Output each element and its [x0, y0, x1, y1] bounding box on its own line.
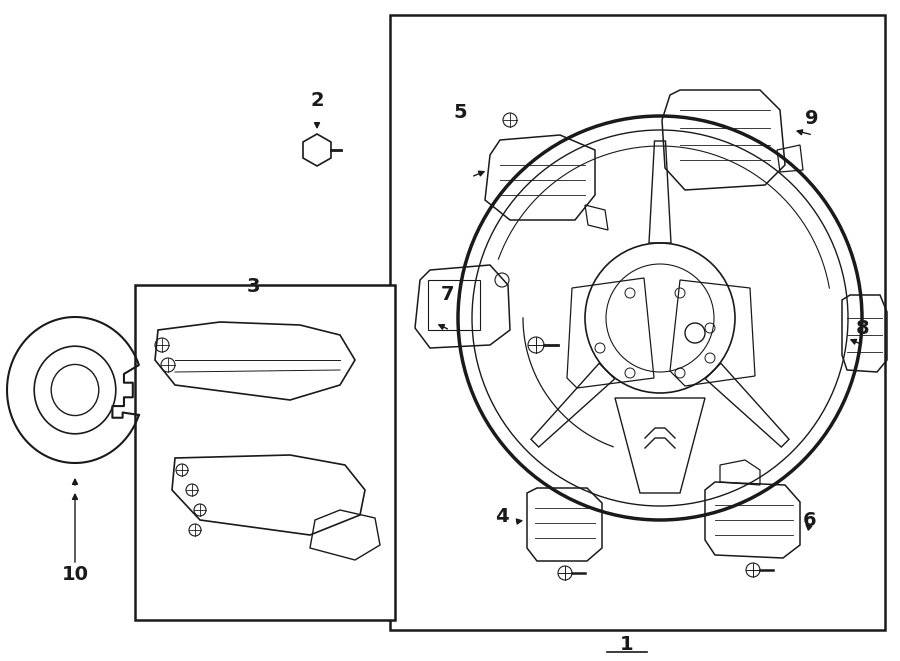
Text: 7: 7 [440, 286, 454, 305]
Text: 2: 2 [310, 91, 324, 110]
Text: 3: 3 [247, 278, 260, 297]
Bar [390, 15, 885, 630]
Text: 9: 9 [806, 108, 819, 128]
Bar [428, 280, 480, 330]
Text: 10: 10 [61, 566, 88, 584]
Text: 6: 6 [803, 510, 817, 529]
Text: 4: 4 [495, 508, 508, 527]
Text: 1: 1 [620, 635, 634, 654]
Text: 8: 8 [856, 319, 869, 338]
Bar [135, 285, 395, 620]
Text: 5: 5 [454, 102, 467, 122]
